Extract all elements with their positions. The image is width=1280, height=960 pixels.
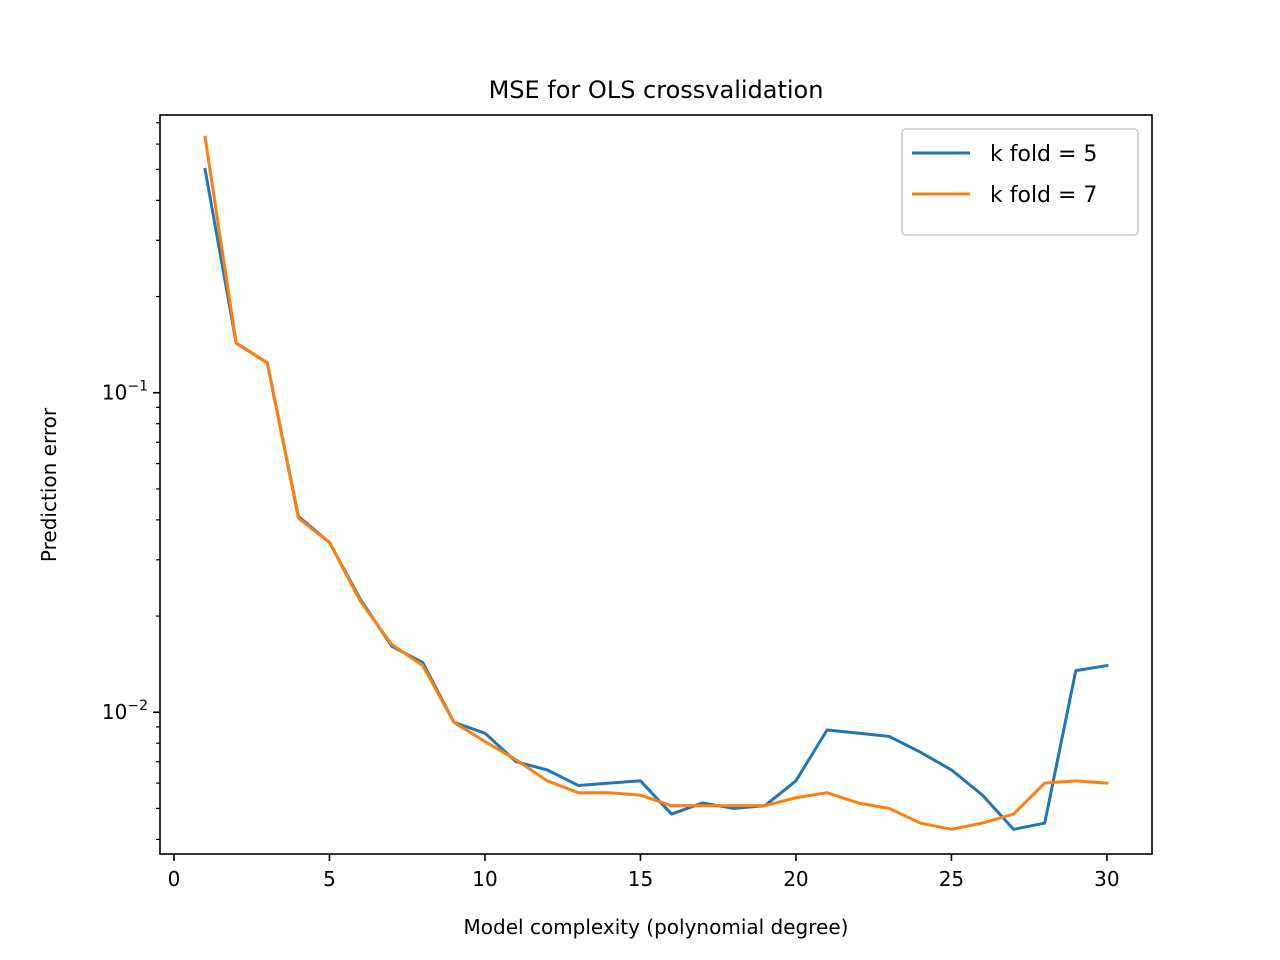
series-line-2	[203, 135, 1109, 831]
x-tick-label: 30	[1094, 867, 1119, 891]
axes-frame	[159, 114, 1153, 855]
x-axis-label: Model complexity (polynomial degree)	[464, 915, 849, 939]
series-lines	[203, 135, 1109, 831]
x-tick-label: 5	[323, 867, 336, 891]
x-tick-label: 10	[472, 867, 497, 891]
legend-label-1: k fold = 5	[990, 142, 1097, 167]
legend-box	[901, 128, 1139, 236]
legend-label-2: k fold = 7	[990, 183, 1097, 208]
legend: k fold = 5 k fold = 7	[901, 128, 1139, 236]
y-axis-label: Prediction error	[37, 407, 61, 562]
y-tick-label: 10−2	[102, 698, 148, 724]
x-tick-label: 25	[939, 867, 964, 891]
chart-title: MSE for OLS crossvalidation	[489, 76, 824, 104]
y-tick-label: 10−1	[102, 379, 148, 405]
x-tick-label: 15	[628, 867, 653, 891]
x-tick-label: 0	[168, 867, 181, 891]
x-tick-label: 20	[783, 867, 808, 891]
plot-area: 0 5 10 15 20 25 30 10−1 10−2	[102, 114, 1153, 891]
